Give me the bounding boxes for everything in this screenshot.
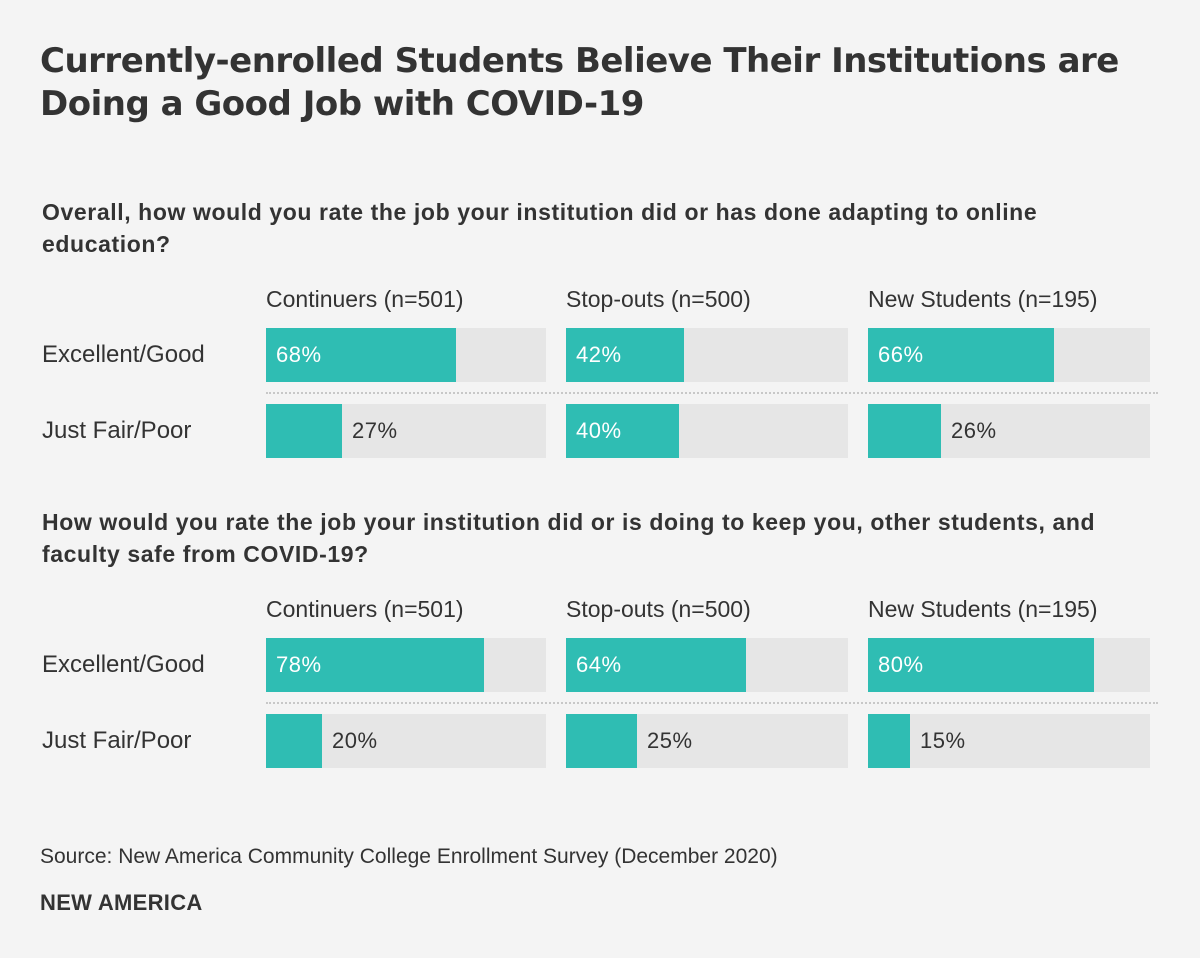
chart-panel-1: Overall, how would you rate the job your… — [0, 196, 1200, 486]
data-label: 20% — [332, 728, 378, 753]
bar-track: 80% — [868, 638, 1150, 692]
bar — [266, 328, 456, 382]
group-header: Stop-outs (n=500) — [566, 286, 751, 312]
bar — [868, 638, 1094, 692]
data-label: 25% — [647, 728, 693, 753]
chart-panel-2: How would you rate the job your institut… — [0, 506, 1200, 796]
row-label: Excellent/Good — [42, 651, 205, 678]
data-label: 27% — [352, 418, 398, 443]
bar — [566, 328, 684, 382]
data-label: 64% — [576, 652, 622, 677]
question-2: How would you rate the job your institut… — [42, 509, 1096, 567]
bar — [266, 404, 342, 458]
bar — [266, 638, 484, 692]
chart-title: Currently-enrolled Students Believe Thei… — [40, 41, 1119, 124]
bar — [868, 328, 1054, 382]
row-label: Just Fair/Poor — [42, 417, 192, 444]
row-label: Just Fair/Poor — [42, 727, 192, 754]
group-header: New Students (n=195) — [868, 286, 1098, 312]
row-divider — [266, 702, 1158, 704]
bar-track: 20% — [266, 714, 546, 768]
question-1: Overall, how would you rate the job your… — [42, 199, 1038, 257]
data-label: 68% — [276, 342, 322, 367]
bar — [566, 404, 679, 458]
data-label: 78% — [276, 652, 322, 677]
data-label: 26% — [951, 418, 997, 443]
bar-track: 26% — [868, 404, 1150, 458]
group-header: Continuers (n=501) — [266, 286, 464, 312]
group-header: New Students (n=195) — [868, 596, 1098, 622]
bar-track: 27% — [266, 404, 546, 458]
bar — [566, 714, 637, 768]
row-divider — [266, 392, 1158, 394]
bar-track: 78% — [266, 638, 546, 692]
bar-track: 40% — [566, 404, 848, 458]
bar-track: 25% — [566, 714, 848, 768]
data-label: 66% — [878, 342, 924, 367]
bar-track: 15% — [868, 714, 1150, 768]
bar — [266, 714, 322, 768]
new-america-logo: NEW AMERICA — [40, 890, 203, 915]
bar — [566, 638, 746, 692]
bar — [868, 404, 941, 458]
bar — [868, 714, 910, 768]
data-label: 15% — [920, 728, 966, 753]
data-label: 40% — [576, 418, 622, 443]
group-header: Stop-outs (n=500) — [566, 596, 751, 622]
row-label: Excellent/Good — [42, 341, 205, 368]
data-label: 80% — [878, 652, 924, 677]
bar-track: 42% — [566, 328, 848, 382]
bar-track: 68% — [266, 328, 546, 382]
group-header: Continuers (n=501) — [266, 596, 464, 622]
source-note: Source: New America Community College En… — [40, 845, 778, 868]
bar-track: 64% — [566, 638, 848, 692]
bar-track: 66% — [868, 328, 1150, 382]
data-label: 42% — [576, 342, 622, 367]
